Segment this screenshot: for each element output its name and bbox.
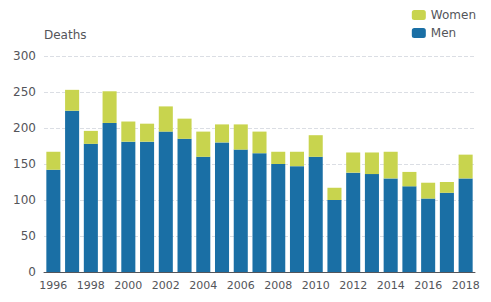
svg-text:300: 300 (13, 49, 36, 63)
svg-text:1996: 1996 (39, 279, 67, 292)
svg-text:2014: 2014 (377, 279, 405, 292)
svg-text:2016: 2016 (414, 279, 442, 292)
svg-text:2000: 2000 (114, 279, 142, 292)
svg-text:1998: 1998 (77, 279, 105, 292)
svg-text:2008: 2008 (264, 279, 292, 292)
svg-text:100: 100 (13, 193, 36, 207)
svg-text:Women: Women (431, 8, 476, 22)
svg-text:2002: 2002 (152, 279, 180, 292)
svg-text:2004: 2004 (189, 279, 217, 292)
svg-text:2010: 2010 (302, 279, 330, 292)
svg-text:2006: 2006 (227, 279, 255, 292)
svg-text:200: 200 (13, 121, 36, 135)
svg-text:0: 0 (28, 265, 36, 279)
svg-text:2012: 2012 (339, 279, 367, 292)
svg-text:250: 250 (13, 85, 36, 99)
svg-text:Deaths: Deaths (44, 28, 87, 42)
svg-text:150: 150 (13, 157, 36, 171)
svg-text:Men: Men (431, 26, 456, 40)
svg-text:2018: 2018 (452, 279, 480, 292)
svg-text:50: 50 (21, 229, 36, 243)
